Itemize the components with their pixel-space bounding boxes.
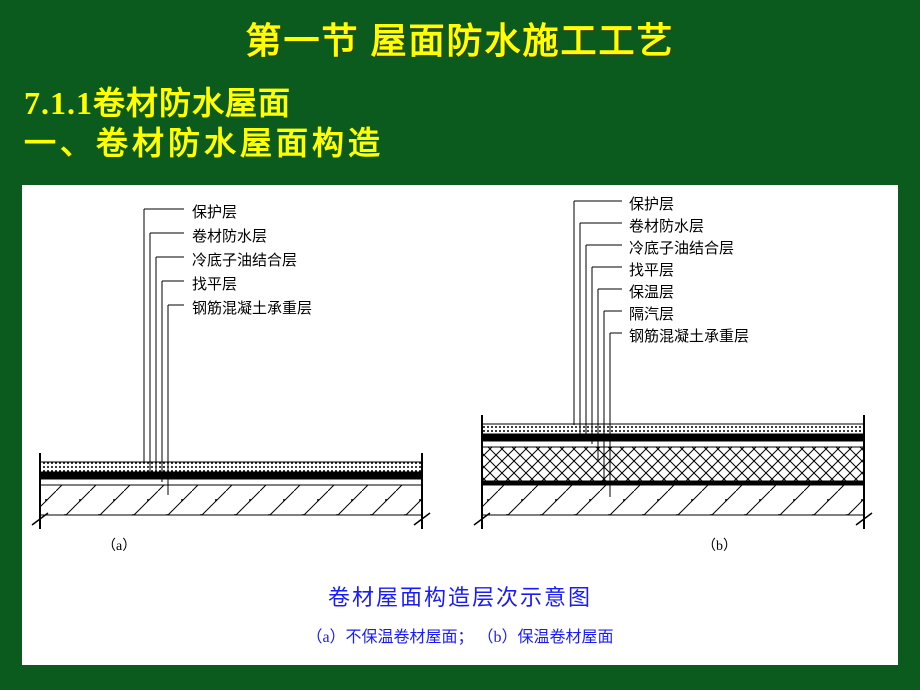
panel-b-label: 冷底子油结合层 [629,237,734,258]
slide-title: 第一节 屋面防水施工工艺 [0,12,920,64]
panel-b-label: 保温层 [629,281,674,302]
slide: 第一节 屋面防水施工工艺 7.1.1卷材防水屋面 一、卷材防水屋面构造 保护层 … [0,0,920,690]
panel-a-label: 保护层 [192,201,237,222]
panel-b-label: 保护层 [629,193,674,214]
cross-section-svg [22,185,898,555]
diagram-caption-sub: （a）不保温卷材屋面； （b）保温卷材屋面 [22,623,898,647]
panel-a-tag: （a） [102,535,136,555]
panel-b-label: 找平层 [629,259,674,280]
section-heading: 一、卷材防水屋面构造 [24,118,384,164]
diagram-area: 保护层 卷材防水层 冷底子油结合层 找平层 钢筋混凝土承重层 保护层 卷材防水层… [22,185,898,665]
panel-b-label: 钢筋混凝土承重层 [629,325,749,346]
panel-b-tag: （b） [702,535,737,555]
panel-a-label: 找平层 [192,273,237,294]
panel-b-label: 隔汽层 [629,303,674,324]
panel-a-label: 钢筋混凝土承重层 [192,297,312,318]
panel-a-label: 卷材防水层 [192,225,267,246]
diagram-caption-main: 卷材屋面构造层次示意图 [22,580,898,612]
panel-b-label: 卷材防水层 [629,215,704,236]
panel-a-label: 冷底子油结合层 [192,249,297,270]
